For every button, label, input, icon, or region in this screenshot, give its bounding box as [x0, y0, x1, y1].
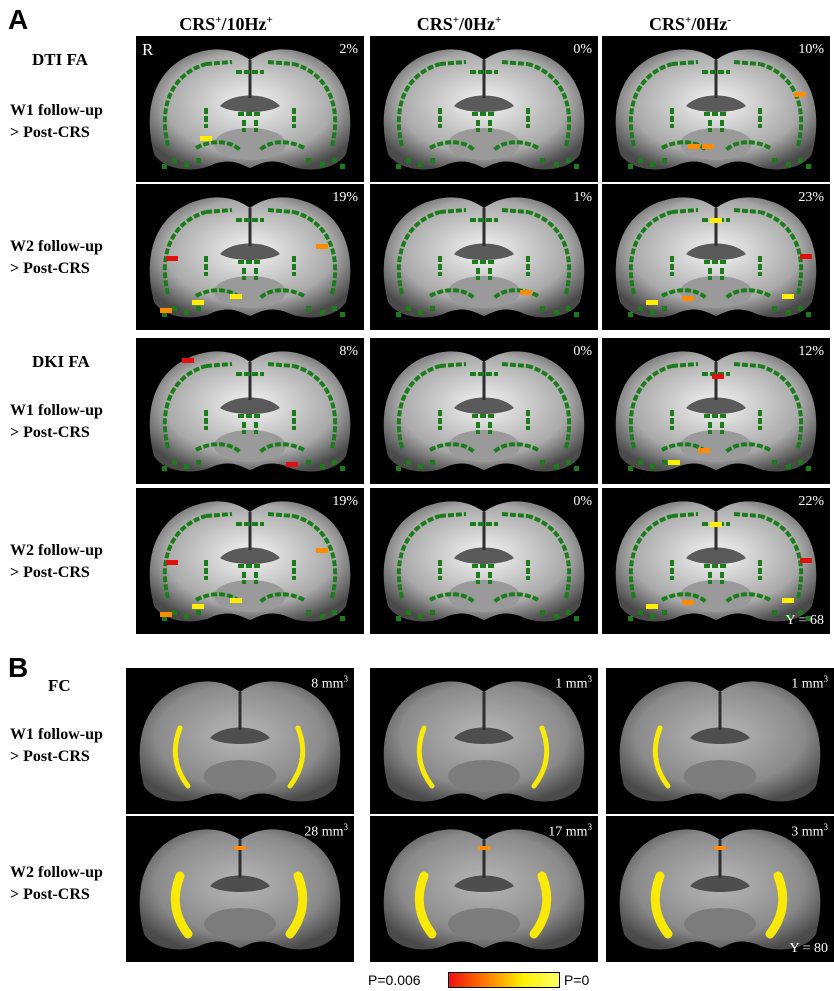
percent-label: 8%	[339, 344, 358, 360]
percent-label: 0%	[573, 42, 592, 58]
right-hemisphere-marker: R	[142, 40, 153, 60]
section-label-dti-fa: DTI FA	[32, 50, 88, 70]
fc-w1-crs10hz-image: 8 mm3	[126, 668, 354, 814]
percent-label: 0%	[573, 494, 592, 510]
volume-label: 8 mm3	[311, 674, 348, 693]
row-label-a2: W2 follow-up > Post-CRS	[10, 236, 103, 280]
percent-label: 10%	[798, 42, 824, 58]
column-header-1: CRS+/10Hz+	[112, 14, 340, 35]
panel-b-label: B	[8, 652, 28, 684]
percent-label: 22%	[798, 494, 824, 510]
slice-coordinate-label: Y = 80	[790, 941, 829, 957]
percent-label: 19%	[332, 190, 358, 206]
volume-label: 3 mm3	[791, 822, 828, 841]
row-label-b1: W1 follow-up > Post-CRS	[10, 724, 103, 768]
volume-label: 1 mm3	[555, 674, 592, 693]
row-label-a1: W1 follow-up > Post-CRS	[10, 100, 103, 144]
dki-w2-crs0hz-plus-image: 0%	[370, 488, 598, 634]
dti-w2-crs10hz-image: 19%	[136, 184, 364, 330]
percent-label: 0%	[573, 344, 592, 360]
fc-w2-crs0hz-minus-image: 3 mm3 Y = 80	[606, 816, 834, 962]
dti-w2-crs0hz-plus-image: 1%	[370, 184, 598, 330]
dti-w1-crs10hz-image: R 2%	[136, 36, 364, 182]
fc-w1-crs0hz-minus-image: 1 mm3	[606, 668, 834, 814]
volume-label: 17 mm3	[548, 822, 592, 841]
dti-w1-crs0hz-minus-image: 10%	[602, 36, 830, 182]
panel-a-label: A	[8, 4, 28, 36]
row-label-a3: W1 follow-up > Post-CRS	[10, 400, 103, 444]
volume-label: 1 mm3	[791, 674, 828, 693]
dki-w2-crs0hz-minus-image: 22% Y = 68	[602, 488, 830, 634]
section-label-dki-fa: DKI FA	[32, 352, 90, 372]
colorbar-max-label: P=0	[564, 972, 589, 988]
fc-w2-crs0hz-plus-image: 17 mm3	[370, 816, 598, 962]
slice-coordinate-label: Y = 68	[786, 613, 825, 629]
percent-label: 12%	[798, 344, 824, 360]
column-header-2: CRS+/0Hz+	[345, 14, 573, 35]
dti-w1-crs0hz-plus-image: 0%	[370, 36, 598, 182]
percent-label: 2%	[339, 42, 358, 58]
dki-w1-crs10hz-image: 8%	[136, 338, 364, 484]
section-label-fc: FC	[48, 676, 71, 696]
dki-w1-crs0hz-minus-image: 12%	[602, 338, 830, 484]
dki-w1-crs0hz-plus-image: 0%	[370, 338, 598, 484]
colorbar-min-label: P=0.006	[368, 972, 421, 988]
fc-w1-crs0hz-plus-image: 1 mm3	[370, 668, 598, 814]
row-label-a4: W2 follow-up > Post-CRS	[10, 540, 103, 584]
volume-label: 28 mm3	[304, 822, 348, 841]
dti-w2-crs0hz-minus-image: 23%	[602, 184, 830, 330]
fc-w2-crs10hz-image: 28 mm3	[126, 816, 354, 962]
percent-label: 23%	[798, 190, 824, 206]
colorbar-gradient	[448, 972, 560, 988]
row-label-b2: W2 follow-up > Post-CRS	[10, 862, 103, 906]
percent-label: 19%	[332, 494, 358, 510]
column-header-3: CRS+/0Hz-	[576, 14, 804, 35]
percent-label: 1%	[573, 190, 592, 206]
dki-w2-crs10hz-image: 19%	[136, 488, 364, 634]
